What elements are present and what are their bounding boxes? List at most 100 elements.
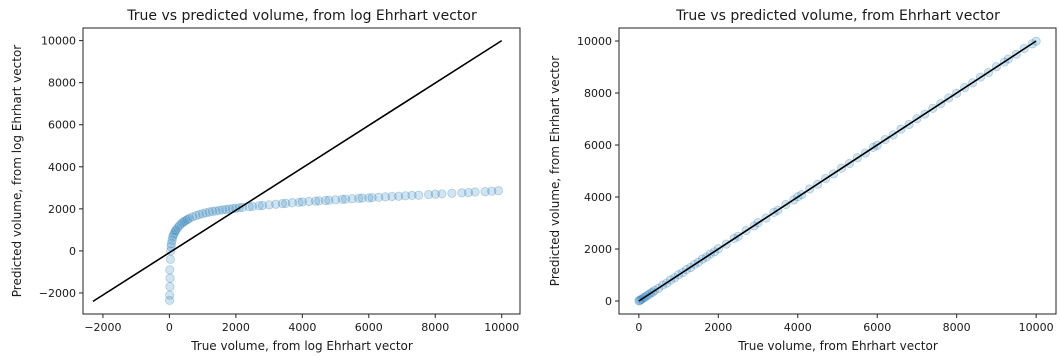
left-scatter-point <box>304 196 314 207</box>
left-scatter-point <box>168 232 178 242</box>
left-x-tick-label: −2000 <box>84 321 121 334</box>
left-scatter-point <box>374 192 384 202</box>
left-scatter-point <box>173 223 183 233</box>
left-scatter-point <box>165 290 175 300</box>
left-scatter-point <box>437 189 447 199</box>
left-scatter-point <box>324 195 334 205</box>
right-y-tick-label: 4000 <box>584 191 612 204</box>
left-y-tick-label: 4000 <box>48 161 76 174</box>
left-scatter-point <box>214 205 224 215</box>
left-scatter-point <box>387 191 397 202</box>
left-x-tick-label: 10000 <box>484 321 519 334</box>
right-x-tick-label: 4000 <box>784 321 812 334</box>
left-y-axis-label: Predicted volume, from log Ehrhart vecto… <box>10 45 24 298</box>
left-scatter-point <box>165 282 175 292</box>
left-x-tick-label: 0 <box>166 321 173 334</box>
left-scatter-point <box>208 206 218 216</box>
left-scatter-point <box>164 295 175 305</box>
left-scatter-point <box>184 213 194 223</box>
left-scatter-point <box>194 209 204 220</box>
left-plot-frame <box>82 27 521 315</box>
left-scatter-point <box>211 206 221 216</box>
right-y-tick-label: 10000 <box>577 35 612 48</box>
left-x-axis-label: True volume, from log Ehrhart vector <box>190 339 413 353</box>
left-scatter-point <box>168 230 178 240</box>
left-scatter-point <box>271 199 281 209</box>
left-scatter-point <box>198 209 208 219</box>
left-scatter-point <box>257 200 268 211</box>
left-scatter-point <box>165 265 175 275</box>
right-plot-area: 0 2000 4000 6000 8000 10000 0 2000 4000 6000 8000 1… <box>577 35 1054 334</box>
left-scatter-point <box>281 198 291 208</box>
left-scatter-point <box>201 208 211 218</box>
left-scatter-point <box>367 193 377 203</box>
left-scatter-point <box>221 204 231 215</box>
left-scatter-point <box>311 196 321 206</box>
left-scatter-point <box>354 193 364 203</box>
left-chart-title: True vs predicted volume, from log Ehrha… <box>126 8 477 24</box>
left-y-tick-label: 8000 <box>48 77 76 90</box>
left-scatter-point <box>183 214 193 224</box>
left-scatter-series <box>164 186 503 305</box>
left-scatter-point <box>277 198 287 209</box>
right-y-axis-label: Predicted volume, from Ehrhart vector <box>548 56 562 286</box>
left-scatter-point <box>287 198 297 208</box>
left-scatter-point <box>463 187 474 198</box>
left-plot-area: −2000 0 2000 4000 6000 8000 10000 −2000 0 2000 400… <box>39 35 519 334</box>
left-scatter-point <box>178 217 188 228</box>
left-scatter-point <box>337 194 347 204</box>
left-scatter-point <box>188 212 198 222</box>
left-scatter-point <box>480 187 490 197</box>
left-scatter-point <box>264 200 274 210</box>
left-scatter-point <box>179 216 189 227</box>
left-scatter-point <box>181 215 191 226</box>
right-x-tick-label: 8000 <box>943 321 971 334</box>
left-scatter-point <box>457 188 467 198</box>
left-scatter-point <box>167 235 177 245</box>
left-scatter-point <box>165 254 175 264</box>
left-scatter-point <box>394 191 404 201</box>
right-x-tick-label: 6000 <box>863 321 891 334</box>
left-scatter-point <box>297 197 307 207</box>
left-x-tick-label: 2000 <box>222 321 250 334</box>
right-x-tick-label: 2000 <box>704 321 732 334</box>
right-y-tick-label: 0 <box>605 295 612 308</box>
right-panel: True vs predicted volume, from Ehrhart v… <box>548 8 1057 353</box>
left-y-tick-label: 6000 <box>48 119 76 132</box>
right-chart-title: True vs predicted volume, from Ehrhart v… <box>675 8 1000 24</box>
right-x-tick-label: 10000 <box>1019 321 1054 334</box>
left-scatter-point <box>470 187 480 197</box>
left-scatter-point <box>169 228 179 238</box>
left-scatter-point <box>400 191 410 201</box>
left-scatter-point <box>380 192 391 202</box>
left-scatter-point <box>330 195 341 205</box>
right-x-tick-label: 0 <box>635 321 642 334</box>
left-x-tick-label: 6000 <box>355 321 383 334</box>
left-panel: True vs predicted volume, from log Ehrha… <box>10 8 521 353</box>
left-x-tick-label: 4000 <box>288 321 316 334</box>
left-scatter-point <box>224 204 234 214</box>
left-scatter-point <box>204 207 214 217</box>
left-scatter-point <box>191 210 201 221</box>
left-reference-line <box>92 39 503 303</box>
left-x-tick-label: 8000 <box>421 321 449 334</box>
right-y-tick-label: 2000 <box>584 243 612 256</box>
left-scatter-point <box>247 201 258 211</box>
left-scatter-point <box>176 219 186 229</box>
left-scatter-point <box>294 197 304 207</box>
left-scatter-point <box>430 189 440 199</box>
left-scatter-point <box>314 196 324 206</box>
left-scatter-point <box>447 188 457 198</box>
left-scatter-point <box>414 190 424 200</box>
left-scatter-point <box>424 189 434 200</box>
left-scatter-point <box>487 186 497 196</box>
left-scatter-point <box>174 221 184 231</box>
left-y-tick-label: 0 <box>69 245 76 258</box>
left-scatter-point <box>166 238 176 249</box>
left-y-tick-label: −2000 <box>39 287 76 300</box>
right-y-tick-label: 8000 <box>584 87 612 100</box>
left-y-tick-label: 10000 <box>41 35 76 48</box>
left-scatter-point <box>493 186 503 196</box>
left-scatter-point <box>347 194 357 204</box>
